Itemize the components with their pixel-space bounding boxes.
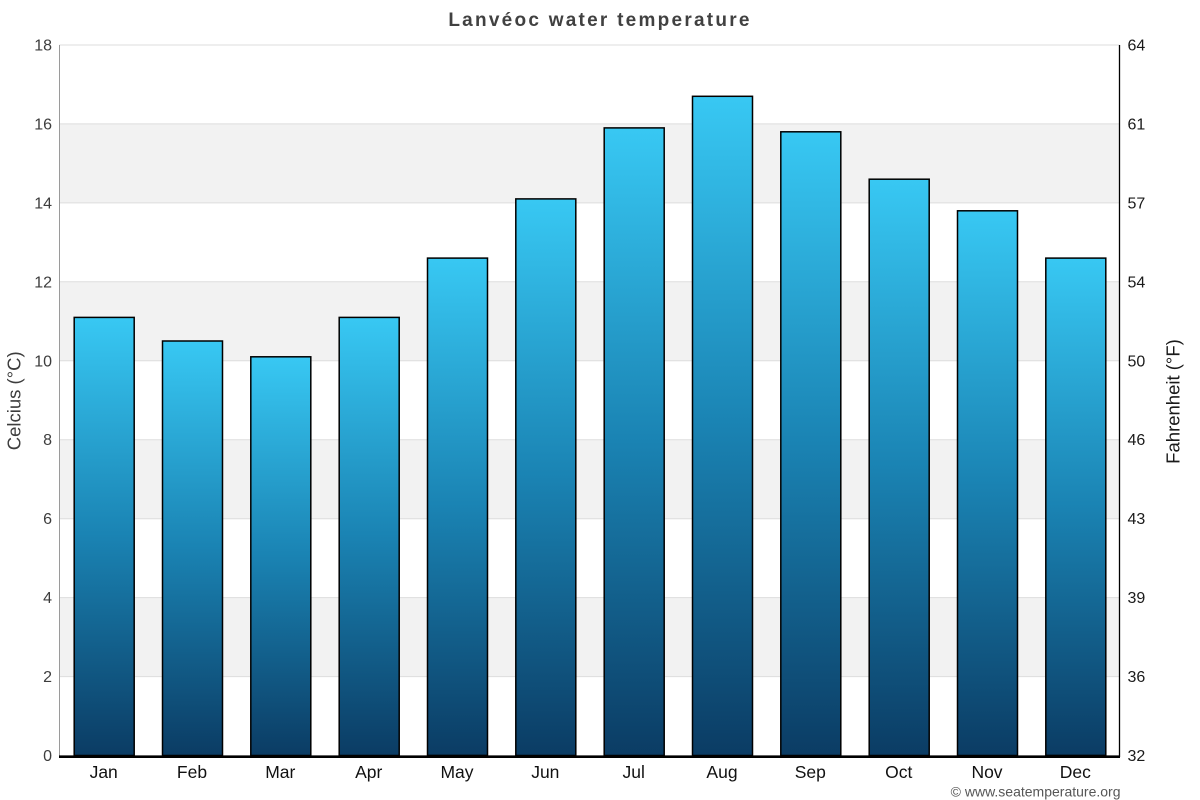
svg-text:Jan: Jan (90, 762, 118, 782)
svg-text:Apr: Apr (355, 762, 382, 782)
svg-text:Lanvéoc water temperature: Lanvéoc water temperature (448, 10, 751, 31)
svg-text:Celcius (°C): Celcius (°C) (4, 351, 25, 450)
svg-text:Jun: Jun (531, 762, 559, 782)
svg-text:16: 16 (34, 116, 52, 133)
svg-text:32: 32 (1128, 748, 1146, 765)
svg-text:8: 8 (43, 432, 52, 449)
svg-text:Dec: Dec (1060, 762, 1091, 782)
svg-text:57: 57 (1128, 195, 1146, 212)
svg-text:61: 61 (1128, 116, 1146, 133)
svg-text:6: 6 (43, 511, 52, 528)
svg-text:39: 39 (1128, 590, 1146, 607)
svg-text:50: 50 (1128, 353, 1146, 370)
svg-text:Jul: Jul (623, 762, 645, 782)
svg-text:Oct: Oct (885, 762, 912, 782)
svg-text:0: 0 (43, 748, 52, 765)
svg-text:Fahrenheit (°F): Fahrenheit (°F) (1163, 339, 1184, 464)
svg-text:54: 54 (1128, 274, 1146, 291)
svg-text:10: 10 (34, 353, 52, 370)
svg-text:© www.seatemperature.org: © www.seatemperature.org (951, 784, 1121, 800)
svg-text:Aug: Aug (706, 762, 737, 782)
svg-text:36: 36 (1128, 669, 1146, 686)
svg-text:14: 14 (34, 195, 52, 212)
svg-text:18: 18 (34, 38, 52, 55)
svg-text:Nov: Nov (971, 762, 1002, 782)
svg-text:43: 43 (1128, 511, 1146, 528)
svg-text:Mar: Mar (265, 762, 295, 782)
svg-text:Sep: Sep (795, 762, 826, 782)
svg-text:4: 4 (43, 590, 52, 607)
svg-text:46: 46 (1128, 432, 1146, 449)
svg-text:12: 12 (34, 274, 52, 291)
svg-text:64: 64 (1128, 38, 1146, 55)
svg-text:2: 2 (43, 669, 52, 686)
svg-text:Feb: Feb (177, 762, 207, 782)
svg-text:May: May (440, 762, 473, 782)
